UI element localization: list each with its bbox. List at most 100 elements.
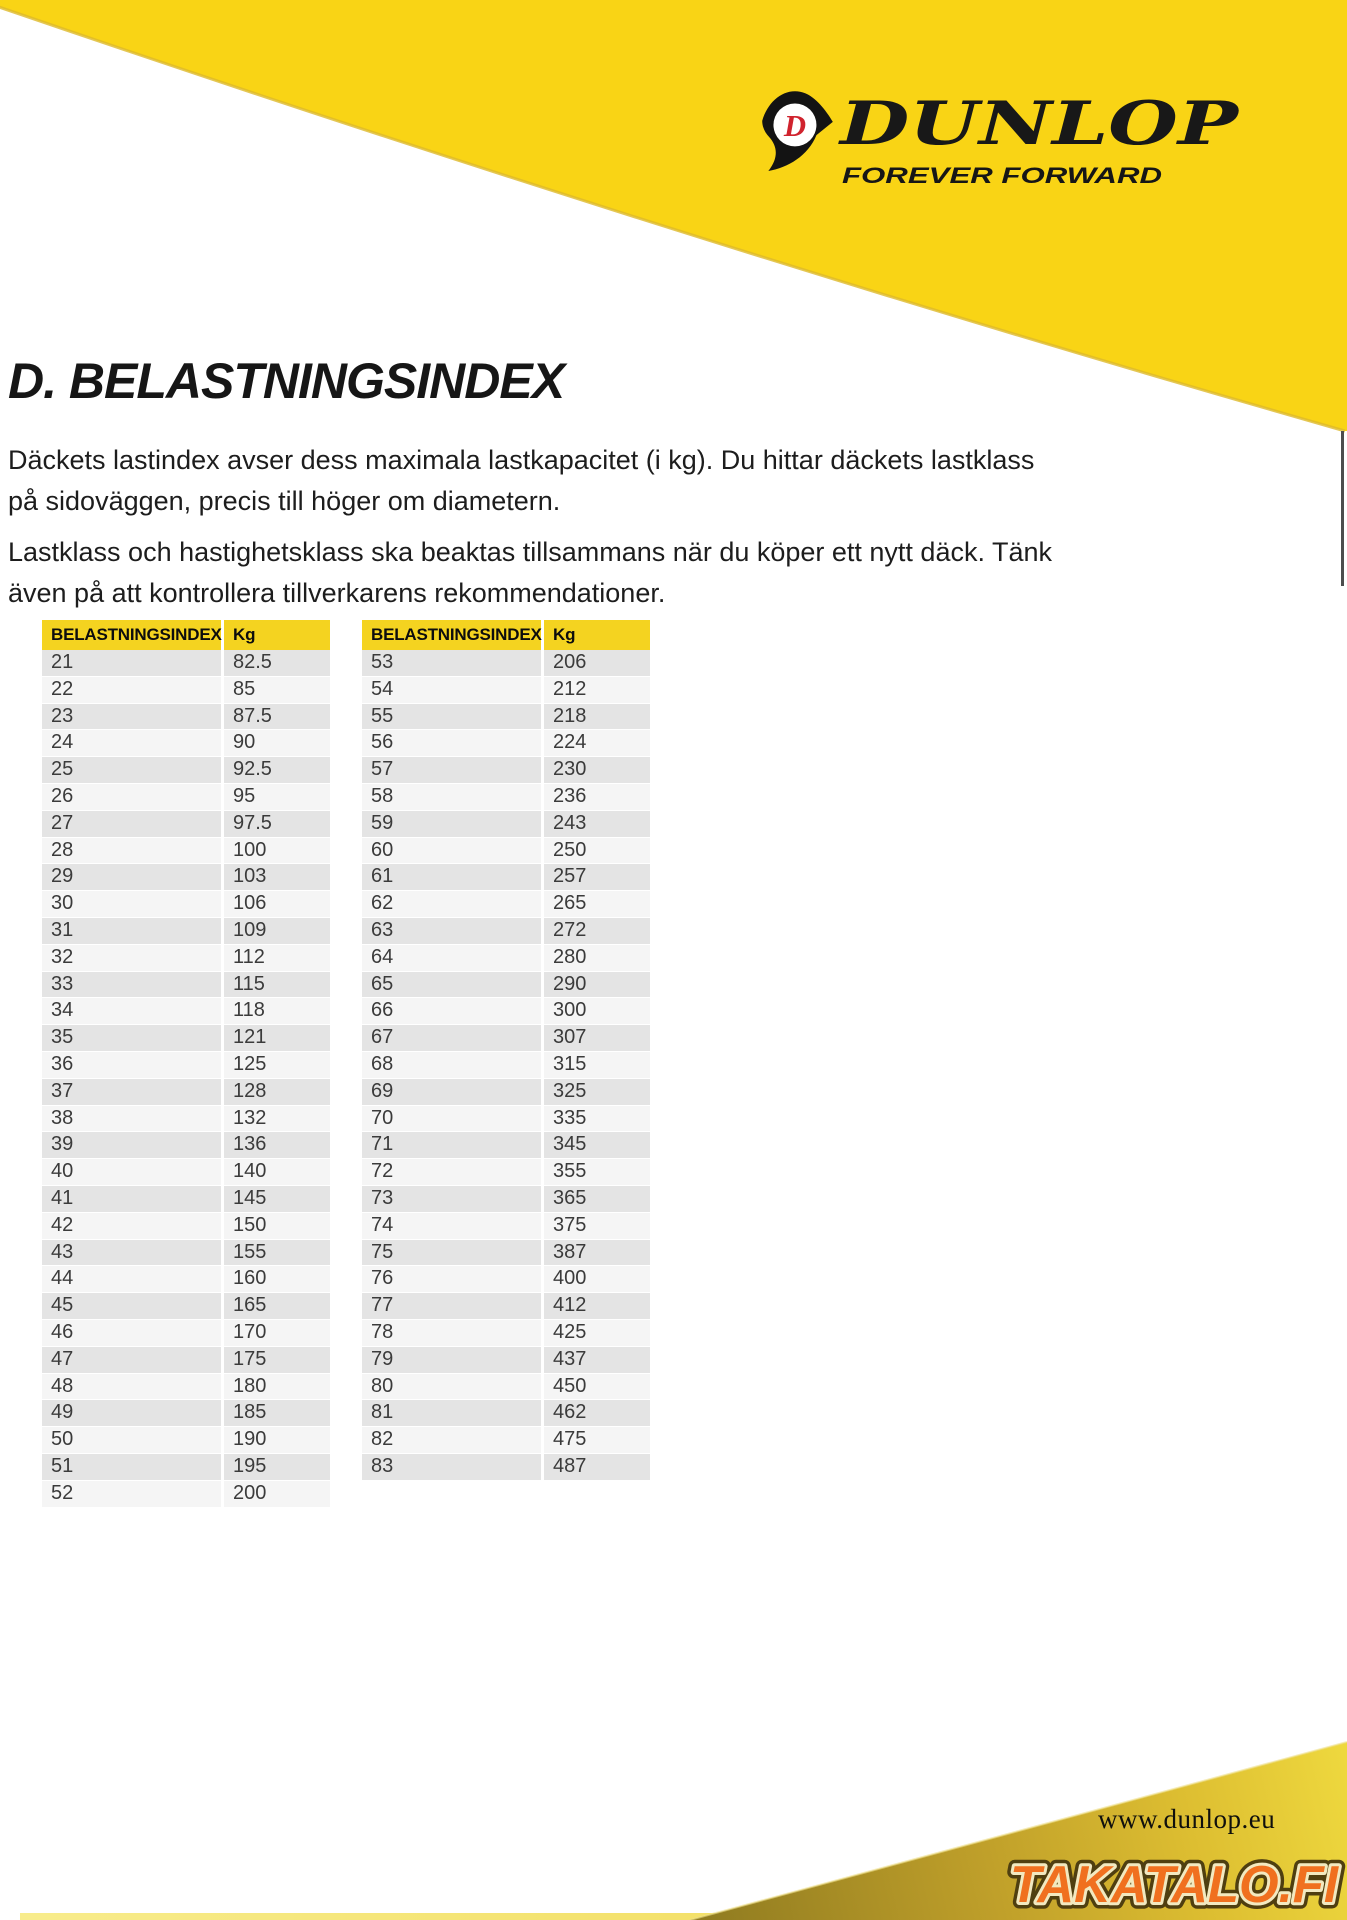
cell-load-index: 73 xyxy=(362,1185,541,1212)
cell-load-index: 70 xyxy=(362,1105,541,1132)
table-row: 32 112 xyxy=(42,944,330,971)
column-header-index: BELASTNINGSINDEX xyxy=(42,620,222,650)
cell-load-index: 41 xyxy=(42,1185,221,1212)
cell-load-index: 44 xyxy=(42,1266,221,1293)
cell-load-index: 62 xyxy=(362,891,541,917)
intro-paragraph-1: Däckets lastindex avser dess maximala la… xyxy=(8,440,1158,522)
table-row: 65 290 xyxy=(362,971,650,998)
table-row: 57 230 xyxy=(362,757,650,783)
cell-kg-value: 224 xyxy=(544,730,650,757)
table-row: 81 462 xyxy=(362,1400,650,1427)
table-row: 21 82.5 xyxy=(42,650,330,676)
cell-kg-value: 412 xyxy=(544,1293,650,1319)
dunlop-website-url: www.dunlop.eu xyxy=(1098,1804,1276,1834)
table-row: 75 387 xyxy=(362,1239,650,1266)
cell-kg-value: 307 xyxy=(544,1025,650,1051)
cell-load-index: 46 xyxy=(42,1319,221,1346)
table-row: 26 95 xyxy=(42,783,330,810)
table-row: 56 224 xyxy=(362,730,650,757)
cell-kg-value: 315 xyxy=(544,1051,650,1078)
cell-load-index: 67 xyxy=(362,1025,541,1051)
cell-kg-value: 115 xyxy=(224,971,330,998)
cell-load-index: 34 xyxy=(42,998,221,1025)
cell-kg-value: 85 xyxy=(224,676,330,703)
table-row: 43 155 xyxy=(42,1239,330,1266)
cell-load-index: 39 xyxy=(42,1132,221,1159)
brand-tagline: FOREVER FORWARD xyxy=(842,163,1162,188)
cell-kg-value: 236 xyxy=(544,783,650,810)
cell-kg-value: 185 xyxy=(224,1400,330,1427)
table-row: 58 236 xyxy=(362,783,650,810)
cell-kg-value: 95 xyxy=(224,783,330,810)
cell-kg-value: 335 xyxy=(544,1105,650,1132)
cell-kg-value: 475 xyxy=(544,1427,650,1453)
cell-kg-value: 140 xyxy=(224,1159,330,1185)
cell-kg-value: 128 xyxy=(224,1078,330,1105)
bottom-yellow-strip xyxy=(20,1913,1347,1920)
cell-load-index: 76 xyxy=(362,1266,541,1293)
cell-load-index: 40 xyxy=(42,1159,221,1185)
cell-load-index: 22 xyxy=(42,676,221,703)
cell-kg-value: 170 xyxy=(224,1319,330,1346)
table-header-row: BELASTNINGSINDEX Kg xyxy=(42,620,330,650)
table-row: 54 212 xyxy=(362,676,650,703)
cell-load-index: 66 xyxy=(362,998,541,1025)
cell-kg-value: 257 xyxy=(544,864,650,891)
table-row: 52 200 xyxy=(42,1480,330,1507)
cell-load-index: 31 xyxy=(42,917,221,944)
cell-kg-value: 190 xyxy=(224,1427,330,1453)
table-row: 48 180 xyxy=(42,1373,330,1400)
table-row: 35 121 xyxy=(42,1025,330,1051)
cell-load-index: 57 xyxy=(362,757,541,783)
cell-kg-value: 150 xyxy=(224,1212,330,1239)
cell-kg-value: 230 xyxy=(544,757,650,783)
cell-kg-value: 355 xyxy=(544,1159,650,1185)
cell-load-index: 49 xyxy=(42,1400,221,1427)
footer-gold-wedge xyxy=(689,1741,1347,1920)
column-header-kg: Kg xyxy=(224,620,330,650)
table-row: 68 315 xyxy=(362,1051,650,1078)
cell-load-index: 27 xyxy=(42,810,221,837)
table-row: 62 265 xyxy=(362,891,650,917)
cell-load-index: 38 xyxy=(42,1105,221,1132)
table-row: 47 175 xyxy=(42,1346,330,1373)
cell-kg-value: 112 xyxy=(224,944,330,971)
cell-kg-value: 180 xyxy=(224,1373,330,1400)
takatalo-watermark-logo: TAKATALO.FI TAKATALO.FI TAKATALO.FI xyxy=(1004,1850,1347,1920)
table-row: 73 365 xyxy=(362,1185,650,1212)
cell-kg-value: 165 xyxy=(224,1293,330,1319)
cell-load-index: 77 xyxy=(362,1293,541,1319)
table-row: 36 125 xyxy=(42,1051,330,1078)
table-row: 23 87.5 xyxy=(42,703,330,730)
page-edge-line xyxy=(1341,431,1344,586)
cell-kg-value: 106 xyxy=(224,891,330,917)
table-row: 45 165 xyxy=(42,1293,330,1319)
cell-kg-value: 200 xyxy=(224,1480,330,1507)
cell-kg-value: 90 xyxy=(224,730,330,757)
table-row: 67 307 xyxy=(362,1025,650,1051)
cell-load-index: 78 xyxy=(362,1319,541,1346)
table-row: 34 118 xyxy=(42,998,330,1025)
cell-kg-value: 109 xyxy=(224,917,330,944)
table-row: 22 85 xyxy=(42,676,330,703)
cell-load-index: 33 xyxy=(42,971,221,998)
table-row: 33 115 xyxy=(42,971,330,998)
column-header-index: BELASTNINGSINDEX xyxy=(362,620,542,650)
cell-load-index: 30 xyxy=(42,891,221,917)
cell-load-index: 53 xyxy=(362,650,541,676)
cell-load-index: 58 xyxy=(362,783,541,810)
cell-load-index: 65 xyxy=(362,971,541,998)
flying-d-letter: D xyxy=(783,109,806,143)
cell-load-index: 47 xyxy=(42,1346,221,1373)
table-row: 82 475 xyxy=(362,1427,650,1453)
cell-load-index: 48 xyxy=(42,1373,221,1400)
cell-load-index: 29 xyxy=(42,864,221,891)
cell-load-index: 24 xyxy=(42,730,221,757)
header-yellow-band xyxy=(0,0,1347,433)
cell-load-index: 56 xyxy=(362,730,541,757)
cell-kg-value: 82.5 xyxy=(224,650,330,676)
cell-load-index: 61 xyxy=(362,864,541,891)
cell-load-index: 43 xyxy=(42,1239,221,1266)
cell-kg-value: 118 xyxy=(224,998,330,1025)
load-index-table-left: BELASTNINGSINDEX Kg 21 82.5 22 85 23 87.… xyxy=(42,620,330,1508)
